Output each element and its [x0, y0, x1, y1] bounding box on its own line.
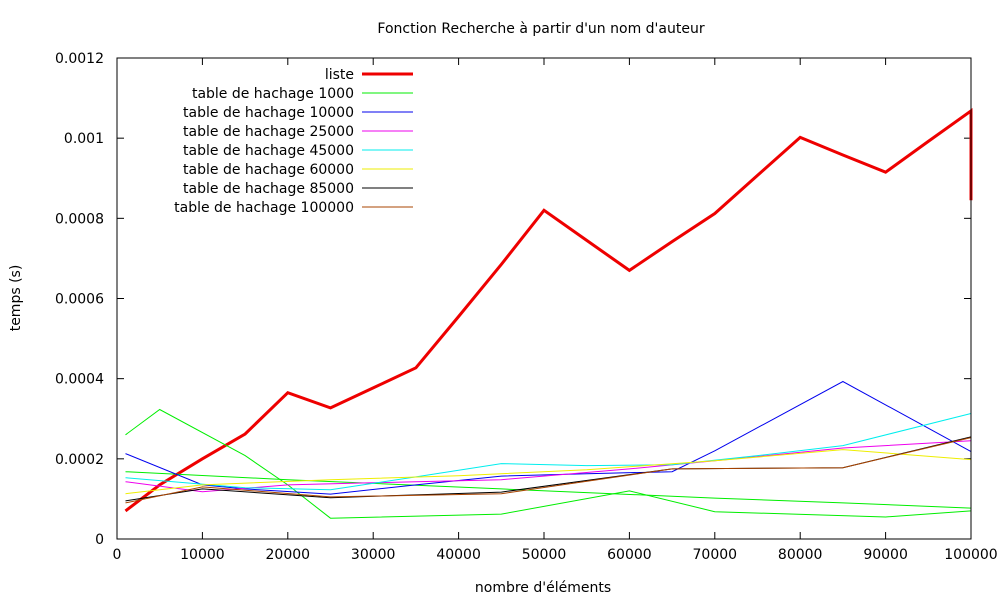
legend-label: table de hachage 25000: [183, 124, 354, 140]
y-tick-label: 0.0006: [55, 292, 104, 308]
y-tick-label: 0.0002: [55, 452, 104, 468]
legend-label: table de hachage 45000: [183, 143, 354, 159]
series-line-liste: [124, 107, 973, 513]
y-tick-label: 0: [95, 532, 104, 548]
y-tick-label: 0.0004: [55, 372, 104, 388]
x-tick-label: 20000: [266, 547, 311, 563]
ticks-layer: 0 10000 20000 30000 40000 50000 60000 70000 8000…: [55, 51, 998, 563]
x-tick-label: 80000: [778, 547, 823, 563]
chart-title: Fonction Recherche à partir d'un nom d'a…: [377, 21, 704, 37]
series-line-table-de-hachage-45000: [125, 413, 972, 491]
x-tick-label: 10000: [180, 547, 225, 563]
series-line-table-de-hachage-25000: [125, 440, 972, 493]
x-tick-label: 70000: [693, 547, 738, 563]
x-axis-label: nombre d'éléments: [475, 580, 611, 596]
legend-label: table de hachage 85000: [183, 181, 354, 197]
y-tick-label: 0.0008: [55, 211, 104, 227]
series-line-table-de-hachage-100000: [125, 437, 972, 504]
x-tick-label: 100000: [944, 547, 997, 563]
series-line-table-de-hachage-1000-2: [125, 471, 972, 509]
legend: liste table de hachage 1000 table de hacha…: [174, 67, 413, 216]
y-tick-label: 0.0012: [55, 51, 104, 67]
legend-label: table de hachage 1000: [192, 86, 354, 102]
x-tick-label: 90000: [863, 547, 908, 563]
x-tick-label: 60000: [607, 547, 652, 563]
x-tick-label: 30000: [351, 547, 396, 563]
legend-label: table de hachage 10000: [183, 105, 354, 121]
series-line-table-de-hachage-60000: [125, 449, 972, 495]
x-tick-label: 40000: [436, 547, 481, 563]
plot-frame: [116, 57, 972, 540]
x-tick-label: 50000: [522, 547, 567, 563]
y-tick-label: 0.001: [64, 131, 104, 147]
legend-label: liste: [325, 67, 354, 83]
series-line-table-de-hachage-1000: [125, 408, 972, 519]
y-axis-label: temps (s): [8, 265, 24, 332]
series-layer: [124, 107, 973, 519]
legend-label: table de hachage 60000: [183, 162, 354, 178]
legend-label: table de hachage 100000: [174, 200, 354, 216]
x-tick-label: 0: [113, 547, 122, 563]
series-line-table-de-hachage-10000: [125, 380, 972, 495]
